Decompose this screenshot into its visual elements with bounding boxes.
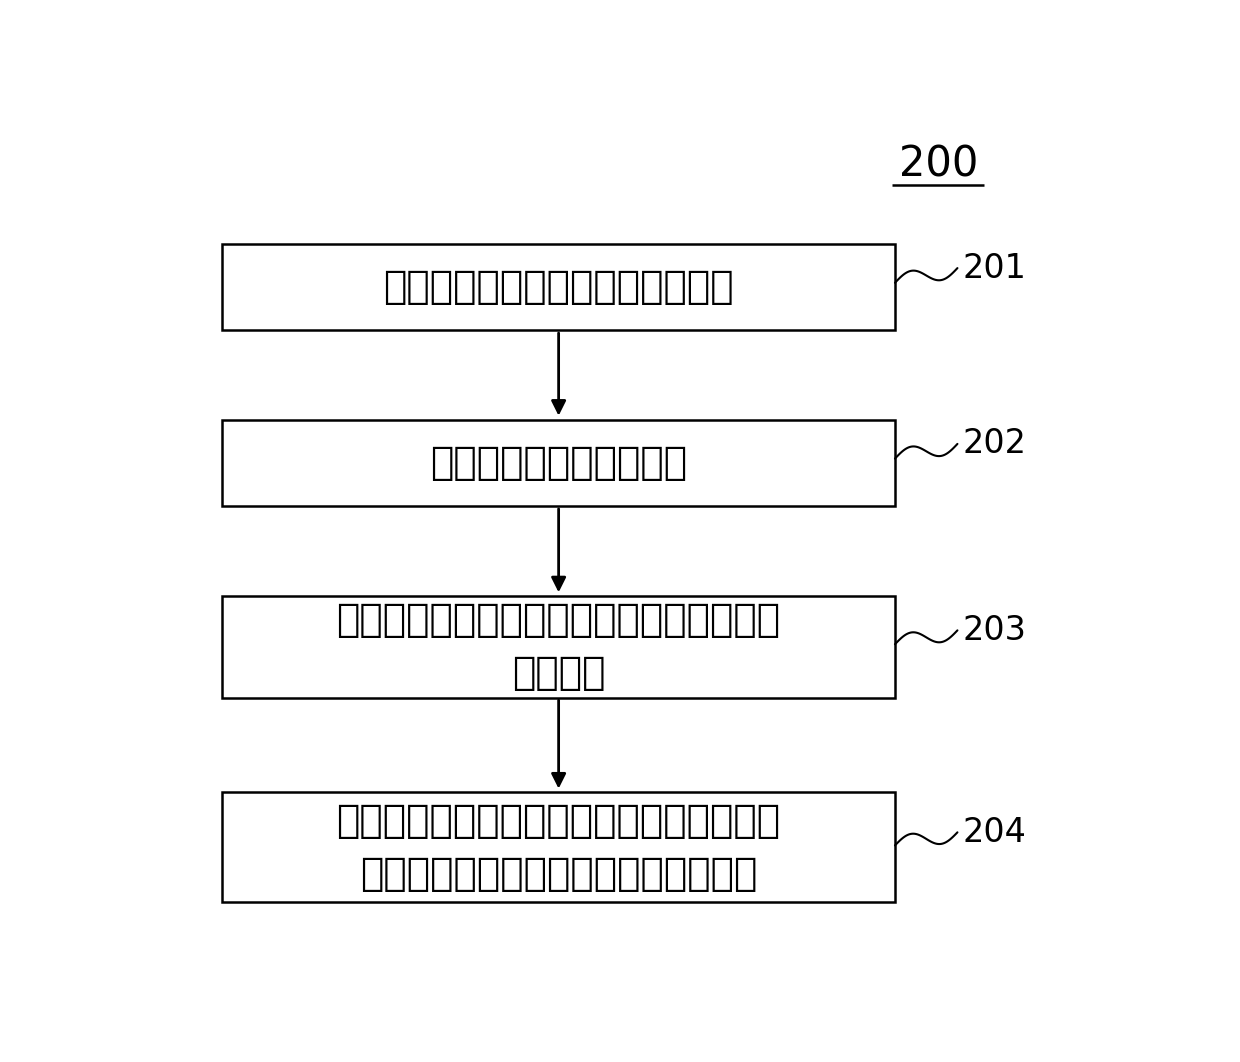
Bar: [222, 596, 895, 698]
Bar: [222, 792, 895, 903]
Text: 加载与该标识信息相适配的驱动程序和软件
开发环境: 加载与该标识信息相适配的驱动程序和软件 开发环境: [336, 601, 781, 692]
Text: 201: 201: [962, 252, 1027, 285]
Bar: [222, 419, 895, 506]
Text: 200: 200: [899, 143, 978, 185]
Text: 调用预先设置的驱动程序加载脚本: 调用预先设置的驱动程序加载脚本: [383, 268, 734, 306]
Text: 204: 204: [962, 816, 1027, 849]
Text: 加载测试工具，基于预设参数和预设算法，
确定异构芯片的输出延迟时间或吞吐量: 加载测试工具，基于预设参数和预设算法， 确定异构芯片的输出延迟时间或吞吐量: [336, 802, 781, 892]
Bar: [222, 244, 895, 330]
Text: 203: 203: [962, 614, 1027, 647]
Text: 识别异构芯片的标识信息: 识别异构芯片的标识信息: [430, 444, 687, 482]
Text: 202: 202: [962, 427, 1027, 461]
